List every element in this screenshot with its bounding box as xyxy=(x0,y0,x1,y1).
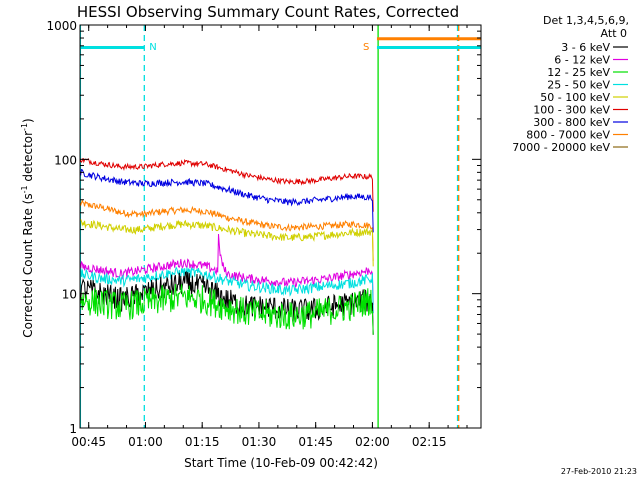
y-tick-label-3: 1000 xyxy=(46,19,77,33)
legend-title-line2: Att 0 xyxy=(601,27,627,40)
legend-label-1: 6 - 12 keV xyxy=(554,54,610,67)
legend-label-0: 3 - 6 keV xyxy=(561,41,610,54)
legend-label-2: 12 - 25 keV xyxy=(547,66,610,79)
x-axis-label: Start Time (10-Feb-09 00:42:42) xyxy=(184,456,378,470)
legend-label-3: 25 - 50 keV xyxy=(547,79,610,92)
legend-title-line1: Det 1,3,4,5,6,9, xyxy=(543,14,629,27)
x-tick-label-2: 01:15 xyxy=(185,435,220,449)
series-line-300-800-kev xyxy=(79,168,374,233)
x-tick-label-6: 02:15 xyxy=(412,435,447,449)
chart-title: HESSI Observing Summary Count Rates, Cor… xyxy=(77,3,459,21)
y-tick-label-0: 1 xyxy=(69,422,77,436)
x-tick-label-5: 02:00 xyxy=(355,435,390,449)
x-tick-label-0: 00:45 xyxy=(71,435,106,449)
series-line-100-300-kev xyxy=(79,157,374,212)
x-tick-label-4: 01:45 xyxy=(298,435,333,449)
y-tick-label-2: 100 xyxy=(54,153,77,167)
y-axis-label: Corrected Count Rate (s-1 detector-1) xyxy=(20,118,35,337)
legend-label-8: 7000 - 20000 keV xyxy=(512,141,610,154)
x-tick-label-1: 01:00 xyxy=(128,435,163,449)
x-tick-label-3: 01:30 xyxy=(242,435,277,449)
legend-label-7: 800 - 7000 keV xyxy=(526,129,610,142)
series-line-800-7000-kev xyxy=(79,199,374,261)
series-line-50-100-kev xyxy=(79,218,374,267)
plot-frame xyxy=(79,24,482,429)
legend-label-6: 300 - 800 keV xyxy=(533,116,610,129)
series-line-12-25-kev xyxy=(79,283,374,335)
series-line-25-50-kev xyxy=(79,266,374,314)
legend-label-5: 100 - 300 keV xyxy=(533,104,610,117)
series-line-6-12-kev xyxy=(79,233,374,305)
legend-label-4: 50 - 100 keV xyxy=(540,91,610,104)
y-tick-label-1: 10 xyxy=(62,288,77,302)
y-axis: 1 10 100 1000 xyxy=(46,19,481,436)
timestamp: 27-Feb-2010 21:23 xyxy=(561,467,637,476)
attenuator-marker-n: N xyxy=(149,42,156,53)
attenuator-marker-s: S xyxy=(363,42,369,53)
x-axis: 00:45 01:00 01:15 01:30 01:45 02:00 02:15 xyxy=(71,25,468,449)
